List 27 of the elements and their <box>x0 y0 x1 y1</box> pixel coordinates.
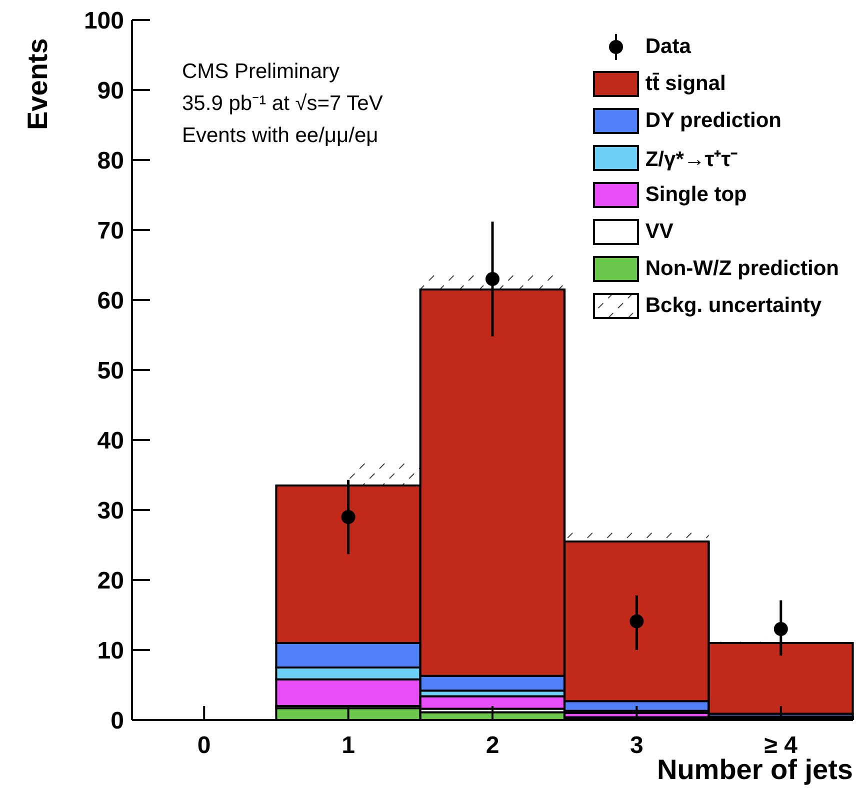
y-tick-label: 30 <box>97 498 124 525</box>
y-tick-label: 90 <box>97 78 124 105</box>
y-tick-label: 70 <box>97 218 124 245</box>
annotation: Events with ee/μμ/eμ <box>182 123 380 149</box>
y-tick-label: 40 <box>97 428 124 455</box>
x-tick-label: 1 <box>342 732 355 760</box>
y-tick-label: 10 <box>97 638 124 665</box>
y-axis-title: Events <box>22 38 54 130</box>
legend-label: Non-W/Z prediction <box>645 256 839 280</box>
y-tick-label: 80 <box>97 148 124 175</box>
x-tick-label: 2 <box>486 732 500 760</box>
annotation: 35.9 pb⁻¹ at √s=7 TeV <box>182 91 383 117</box>
x-tick-label: 3 <box>630 732 644 760</box>
legend-label: Bckg. uncertainty <box>645 294 822 318</box>
y-tick-label: 60 <box>97 288 124 315</box>
legend-label: Z/γ*→τ⁺τ⁻ <box>645 146 738 172</box>
legend-label: Data <box>645 34 691 58</box>
annotation: CMS Preliminary <box>182 59 341 85</box>
legend-label: tt̄ signal <box>645 72 726 96</box>
legend-label: DY prediction <box>645 108 782 132</box>
legend-label: Single top <box>645 182 747 206</box>
legend-label: VV <box>645 220 674 244</box>
y-tick-label: 20 <box>97 568 124 595</box>
y-tick-label: 50 <box>97 358 124 385</box>
y-tick-label: 100 <box>84 8 124 35</box>
x-tick-label: 0 <box>197 732 211 760</box>
y-tick-label: 0 <box>110 708 124 735</box>
